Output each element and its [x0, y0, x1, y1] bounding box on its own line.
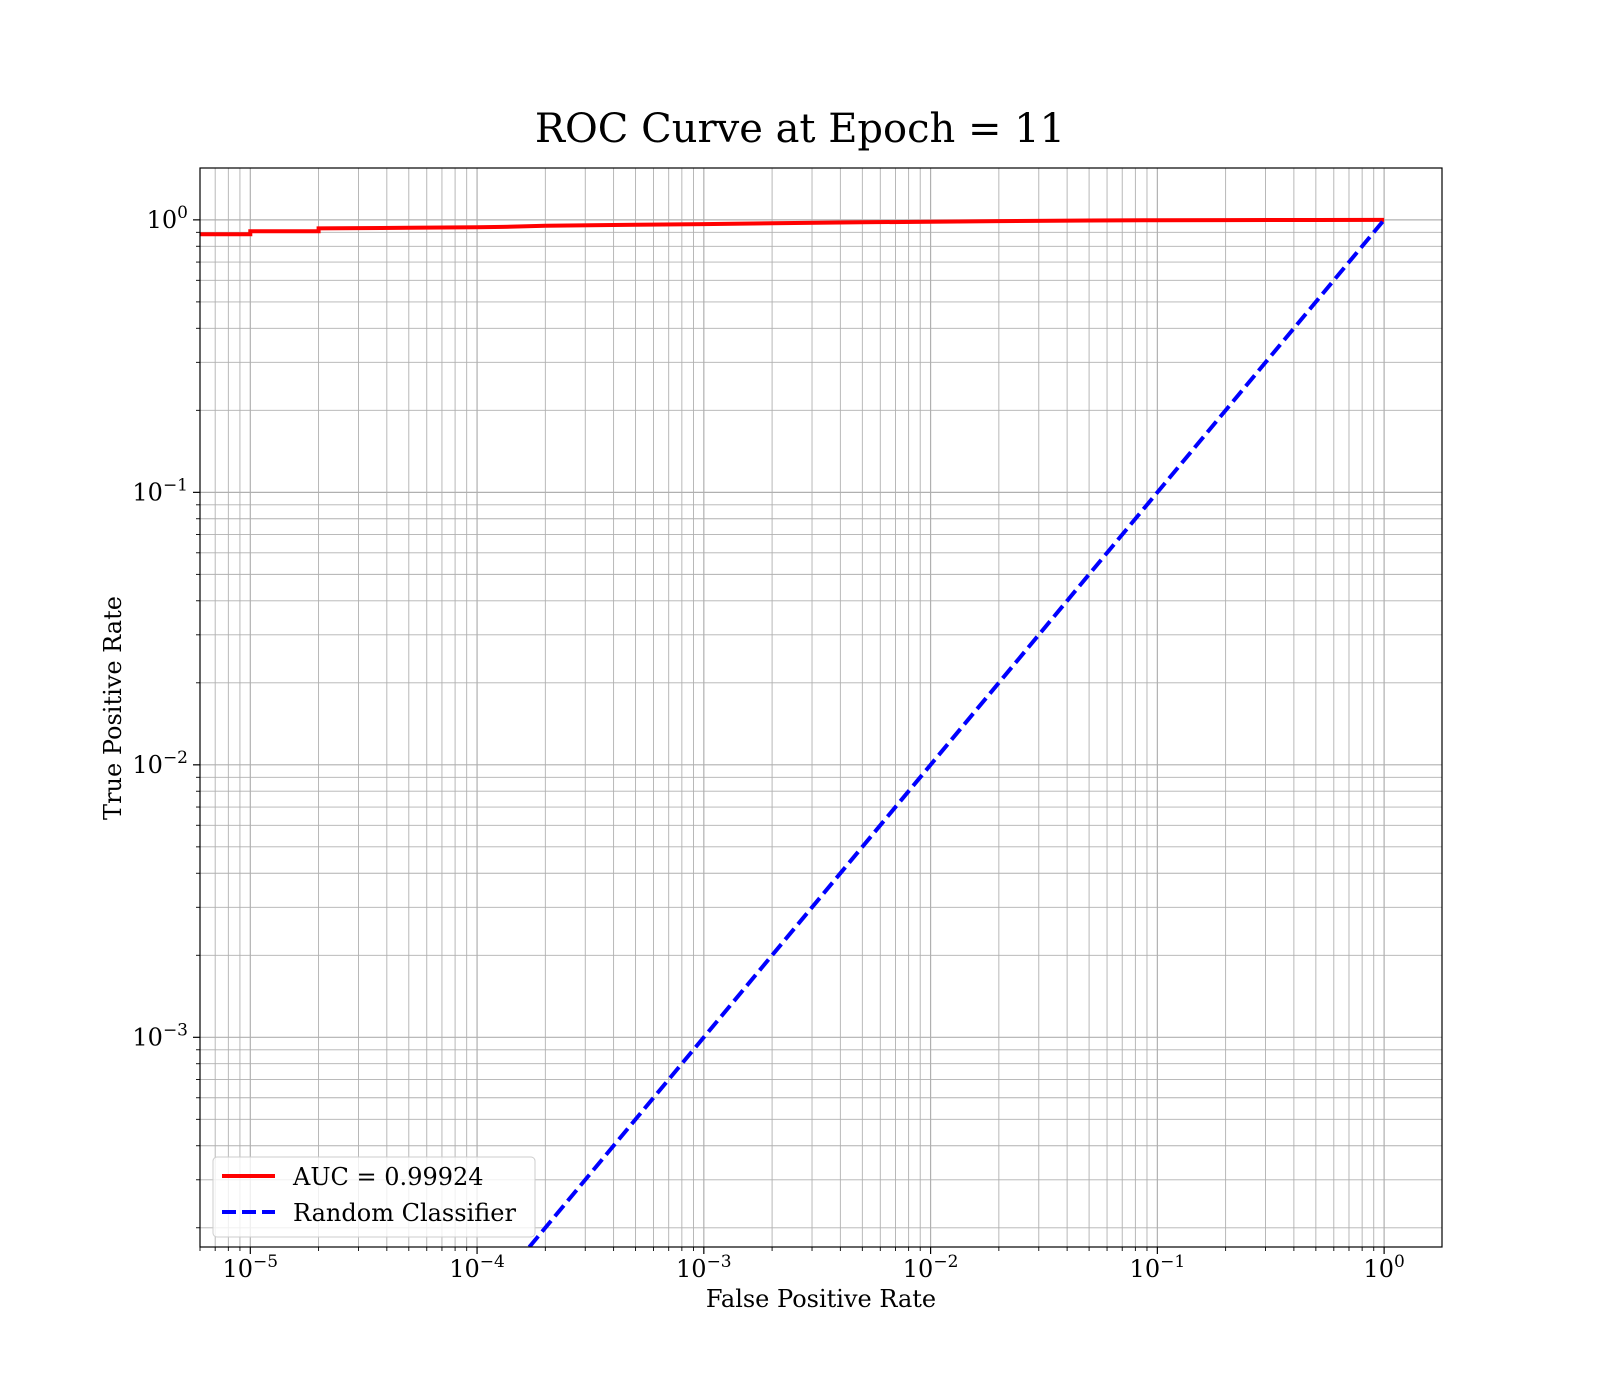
roc-curve-line: [200, 217, 1385, 237]
grid: [199, 168, 1442, 1247]
x-tick-label: 10−3: [676, 1252, 732, 1283]
y-tick-label: 100: [147, 203, 188, 234]
legend: AUC = 0.99924 Random Classifier: [212, 1156, 536, 1238]
legend-box: [212, 1156, 536, 1238]
x-tick-label: 10−4: [449, 1252, 505, 1283]
chart-title: ROC Curve at Epoch = 11: [535, 106, 1065, 152]
plot-frame: [199, 167, 1443, 1248]
legend-label-auc: AUC = 0.99924: [292, 1163, 484, 1191]
x-tick-label: 10−5: [223, 1252, 279, 1283]
series-layer: [200, 217, 1386, 1247]
legend-label-random: Random Classifier: [293, 1199, 516, 1227]
random-classifier-line: [527, 218, 1386, 1247]
y-axis-label: True Positive Rate: [99, 596, 127, 820]
x-axis-label: False Positive Rate: [706, 1285, 936, 1313]
tick-layer: 10−5 10−4 10−3 10−2 10−1 100 10−3 10−2 10−1 100: [132, 203, 1404, 1283]
y-tick-label: 10−1: [132, 475, 188, 506]
y-tick-label: 10−2: [132, 748, 188, 779]
y-tick-label: 10−3: [132, 1020, 188, 1051]
x-tick-label: 10−2: [903, 1252, 959, 1283]
x-tick-label: 100: [1363, 1252, 1404, 1283]
x-tick-label: 10−1: [1130, 1252, 1186, 1283]
